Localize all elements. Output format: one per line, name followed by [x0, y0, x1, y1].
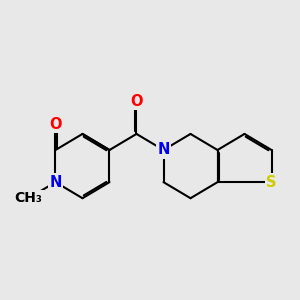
- Text: O: O: [49, 117, 62, 132]
- Text: N: N: [157, 142, 170, 158]
- Text: CH₃: CH₃: [15, 191, 42, 205]
- Text: N: N: [49, 175, 62, 190]
- Text: O: O: [130, 94, 143, 109]
- Text: S: S: [266, 175, 277, 190]
